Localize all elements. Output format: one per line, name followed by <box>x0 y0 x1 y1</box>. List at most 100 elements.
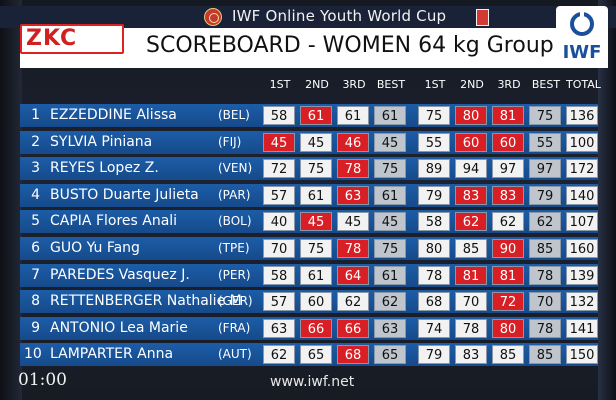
lift-cell: 80 <box>418 239 450 258</box>
lift-cell: 57 <box>263 292 295 312</box>
country-code: (BEL) <box>218 108 250 122</box>
lift-cell: 62 <box>337 292 369 312</box>
failed-lift-cell: 63 <box>337 185 369 205</box>
lift-cell: 75 <box>418 106 450 125</box>
athlete-name: LAMPARTER Anna <box>50 346 174 363</box>
best-lift-cell: 85 <box>529 345 561 365</box>
header-bar: IWF Online Youth World Cup <box>0 6 616 28</box>
country-code: (PAR) <box>218 187 251 202</box>
lift-cell: 68 <box>418 292 450 312</box>
athlete-name: CAPIA Flores Anali <box>50 213 178 230</box>
athlete-row: 6 GUO Yu Fang (TPE) 70 75 78 75 80 85 90 85 160 <box>20 237 598 260</box>
athlete-name: SYLVIA Piniana <box>50 133 153 150</box>
failed-lift-cell: 61 <box>300 106 332 125</box>
rank: 7 <box>31 266 40 283</box>
rank: 1 <box>31 107 40 123</box>
total-cell: 150 <box>566 345 598 365</box>
best-lift-cell: 61 <box>374 106 406 125</box>
athlete-name: GUO Yu Fang <box>50 240 140 256</box>
athlete-row: 10 LAMPARTER Anna (AUT) 62 65 68 65 79 83 85 85 150 <box>20 343 598 367</box>
lift-cell: 45 <box>300 132 332 152</box>
lift-cell: 85 <box>492 345 524 365</box>
lift-cell: 89 <box>418 159 450 179</box>
failed-lift-cell: 66 <box>337 318 369 338</box>
failed-lift-cell: 72 <box>492 292 524 312</box>
total-cell: 160 <box>566 239 598 258</box>
lift-cell: 45 <box>337 212 369 232</box>
lift-cell: 58 <box>263 106 295 125</box>
lift-cell: 94 <box>455 159 487 179</box>
best-lift-cell: 45 <box>374 212 406 232</box>
best-lift-cell: 78 <box>529 318 561 338</box>
country-code: (TPE) <box>218 241 250 255</box>
failed-lift-cell: 81 <box>492 265 524 285</box>
total-cell: 172 <box>566 159 598 179</box>
best-lift-cell: 85 <box>529 239 561 258</box>
lift-cell: 40 <box>263 212 295 232</box>
rank: 9 <box>31 319 40 336</box>
lift-cell: 75 <box>300 159 332 179</box>
best-lift-cell: 55 <box>529 132 561 152</box>
best-lift-cell: 61 <box>374 265 406 285</box>
total-cell: 140 <box>566 185 598 205</box>
rank: 8 <box>31 293 40 310</box>
column-header: 2ND <box>460 78 484 91</box>
country-code: (PER) <box>218 267 251 282</box>
rank: 2 <box>31 133 40 150</box>
right-edge <box>598 0 616 400</box>
clock: 01:00 <box>18 370 67 390</box>
total-cell: 136 <box>566 106 598 125</box>
failed-lift-cell: 78 <box>337 239 369 258</box>
rank: 10 <box>24 346 42 363</box>
country-code: (FRA) <box>218 320 251 335</box>
lift-cell: 70 <box>455 292 487 312</box>
failed-lift-cell: 80 <box>492 318 524 338</box>
athlete-row: 4 BUSTO Duarte Julieta (PAR) 57 61 63 61 79 83 83… <box>20 183 598 207</box>
iwf-logo-text: IWF <box>562 42 602 63</box>
athlete-row: 3 REYES Lopez Z. (VEN) 72 75 78 75 89 94 97 97 172 <box>20 157 598 181</box>
lift-cell: 57 <box>263 185 295 205</box>
best-lift-cell: 61 <box>374 185 406 205</box>
best-lift-cell: 79 <box>529 185 561 205</box>
best-lift-cell: 78 <box>529 265 561 285</box>
failed-lift-cell: 81 <box>492 106 524 125</box>
federation-flag-icon <box>476 9 489 26</box>
lift-cell: 62 <box>263 345 295 365</box>
left-edge <box>0 0 22 400</box>
failed-lift-cell: 90 <box>492 239 524 258</box>
total-cell: 132 <box>566 292 598 312</box>
best-lift-cell: 63 <box>374 318 406 338</box>
athlete-row: 8 RETTENBERGER Nathalie M (GER) 57 60 62 62 68 7… <box>20 290 598 314</box>
lift-cell: 79 <box>418 185 450 205</box>
total-cell: 141 <box>566 318 598 338</box>
country-code: (GER) <box>218 294 253 309</box>
failed-lift-cell: 64 <box>337 265 369 285</box>
column-header: 1ST <box>424 78 446 91</box>
failed-lift-cell: 83 <box>455 185 487 205</box>
total-cell: 100 <box>566 132 598 152</box>
lift-cell: 61 <box>300 265 332 285</box>
failed-lift-cell: 66 <box>300 318 332 338</box>
failed-lift-cell: 81 <box>455 265 487 285</box>
athlete-name: BUSTO Duarte Julieta <box>50 186 199 203</box>
lift-cell: 70 <box>263 239 295 258</box>
lift-cell: 85 <box>455 239 487 258</box>
best-lift-cell: 97 <box>529 159 561 179</box>
lift-cell: 74 <box>418 318 450 338</box>
lift-cell: 97 <box>492 159 524 179</box>
best-lift-cell: 70 <box>529 292 561 312</box>
lift-cell: 72 <box>263 159 295 179</box>
scoreboard-title: SCOREBOARD - WOMEN 64 kg Group B <box>146 33 576 58</box>
country-code: (VEN) <box>218 161 253 176</box>
best-lift-cell: 65 <box>374 345 406 365</box>
athlete-row: 7 PAREDES Vasquez J. (PER) 58 61 64 61 78 81 81 78… <box>20 263 598 287</box>
athlete-name: REYES Lopez Z. <box>50 160 159 177</box>
lift-cell: 78 <box>455 318 487 338</box>
column-header: 1ST <box>269 78 291 91</box>
lift-cell: 83 <box>455 345 487 365</box>
country-code: (FIJ) <box>218 134 242 149</box>
best-lift-cell: 75 <box>529 106 561 125</box>
athlete-name: ANTONIO Lea Marie <box>50 319 188 336</box>
event-emblem-icon <box>204 8 222 26</box>
